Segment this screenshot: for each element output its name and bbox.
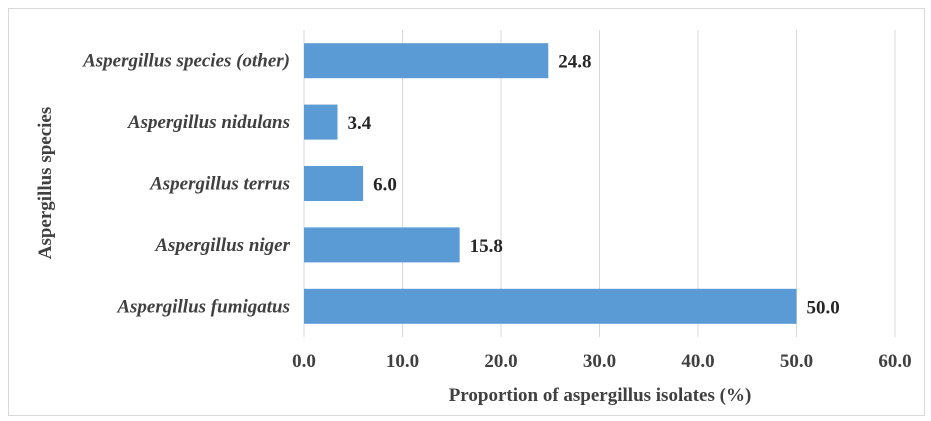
category-label: Aspergillus niger [154,235,290,256]
gridlines [303,30,896,337]
category-label: Aspergillus nidulans [127,112,290,133]
bar [304,288,797,324]
category-label: Aspergillus fumigatus [116,296,290,317]
x-tick-label: 60.0 [878,351,911,372]
bar [304,104,338,140]
x-tick-label: 30.0 [583,351,616,372]
data-label: 15.8 [470,236,503,257]
category-label: Aspergillus species (other) [82,51,290,72]
x-tick-label: 50.0 [780,351,813,372]
x-tick-label: 10.0 [386,351,419,372]
data-label: 24.8 [558,52,591,73]
bars [304,43,797,324]
x-tick-label: 20.0 [484,351,517,372]
labels: 0.0 10.0 20.0 30.0 40.0 50.0 60.0 Aspergillus s… [82,51,912,372]
data-label: 6.0 [373,175,397,196]
y-axis-title: Aspergillus species [35,107,56,260]
data-label: 3.4 [347,113,371,134]
x-tick-label: 0.0 [292,351,316,372]
x-axis-title: Proportion of aspergillus isolates (%) [449,385,752,406]
bar [304,227,460,263]
bar [304,43,549,79]
category-label: Aspergillus terrus [149,174,290,195]
bar [304,166,364,201]
data-label: 50.0 [807,297,840,318]
x-tick-label: 40.0 [681,351,714,372]
